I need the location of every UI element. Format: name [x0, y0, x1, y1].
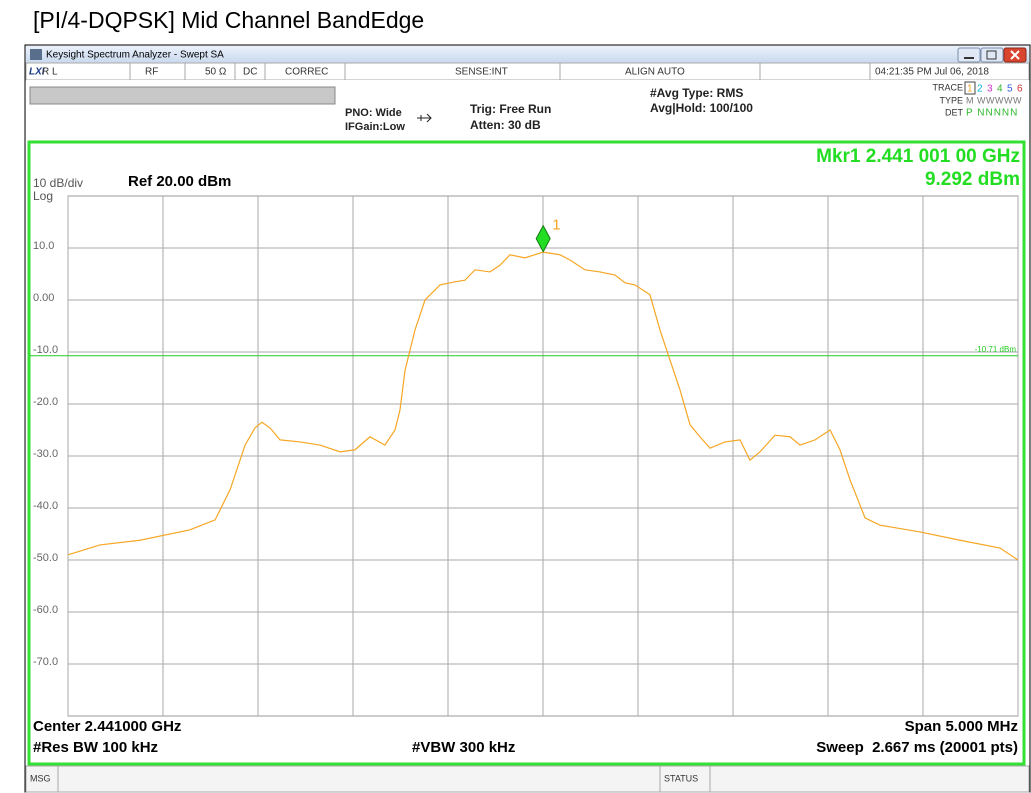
type-label: TYPE	[939, 95, 963, 105]
status-field: R L	[42, 67, 58, 78]
active-border	[27, 140, 1026, 766]
restore-icon	[986, 50, 997, 60]
footer-rbw: #Res BW 100 kHz	[33, 739, 158, 756]
trace-number: 3	[987, 84, 993, 95]
trigger-icon	[417, 113, 432, 123]
entry-box	[29, 86, 336, 105]
status-field: ALIGN AUTO	[625, 67, 685, 78]
status-field: RF	[145, 67, 158, 78]
display-line-label: -10.71 dBm	[975, 345, 1017, 354]
trace	[67, 251, 1019, 561]
restore-button[interactable]	[980, 47, 1004, 63]
minimize-button[interactable]	[957, 47, 981, 63]
setting: #Avg Type: RMS	[650, 86, 743, 100]
y-tick-label: -50.0	[33, 552, 58, 564]
marker-label: 1	[552, 217, 560, 234]
status-field: SENSE:INT	[455, 67, 508, 78]
setting: IFGain:Low	[345, 121, 405, 133]
bottom-bar	[25, 765, 1030, 793]
y-tick-label: -40.0	[33, 500, 58, 512]
close-icon	[1010, 50, 1020, 60]
y-tick-label: -70.0	[33, 656, 58, 668]
y-tick-label: 0.00	[33, 292, 54, 304]
scale-label: 10 dB/div	[33, 176, 83, 190]
trace-box	[964, 81, 976, 95]
bottom-field: MSG	[30, 773, 51, 783]
status-field: CORREC	[285, 67, 328, 78]
app-icon	[30, 49, 42, 60]
y-tick-label: 10.0	[33, 240, 54, 252]
page-title: [PI/4-DQPSK] Mid Channel BandEdge	[33, 7, 424, 33]
marker-readout: 9.292 dBm	[925, 169, 1020, 190]
setting: PNO: Wide	[345, 107, 402, 119]
setting: Avg|Hold: 100/100	[650, 101, 753, 115]
footer-center: Center 2.441000 GHz	[33, 718, 181, 735]
setting: Trig: Free Run	[470, 102, 551, 116]
y-tick-label: -30.0	[33, 448, 58, 460]
setting: Atten: 30 dB	[470, 118, 541, 132]
marker-readout: Mkr1 2.441 001 00 GHz	[816, 146, 1020, 167]
trace-number: 6	[1017, 84, 1023, 95]
det-label: DET	[945, 107, 964, 117]
footer-sweep: Sweep 2.667 ms (20001 pts)	[816, 739, 1018, 756]
type-value: M WWWWW	[966, 95, 1022, 105]
trace-number: 2	[977, 84, 983, 95]
status-field: DC	[243, 67, 257, 78]
y-tick-label: -20.0	[33, 396, 58, 408]
footer-vbw: #VBW 300 kHz	[412, 739, 515, 756]
trace-number: 5	[1007, 84, 1013, 95]
logo: LXI	[29, 67, 45, 78]
y-tick-label: -10.0	[33, 344, 58, 356]
det-value: P NNNNN	[966, 108, 1018, 119]
bottom-field: STATUS	[664, 773, 698, 783]
footer-span: Span 5.000 MHz	[905, 718, 1018, 735]
status-field: 04:21:35 PM Jul 06, 2018	[875, 67, 989, 78]
status-field: 50 Ω	[205, 67, 227, 78]
trace-number: 4	[997, 84, 1003, 95]
trace-number: 1	[967, 84, 973, 95]
title-bar	[26, 46, 1029, 63]
trace-label: TRACE	[932, 82, 963, 92]
window-title: Keysight Spectrum Analyzer - Swept SA	[46, 50, 224, 61]
y-tick-label: -60.0	[33, 604, 58, 616]
marker	[535, 224, 551, 253]
ref-label: Ref 20.00 dBm	[128, 173, 231, 190]
log-label: Log	[33, 189, 53, 203]
